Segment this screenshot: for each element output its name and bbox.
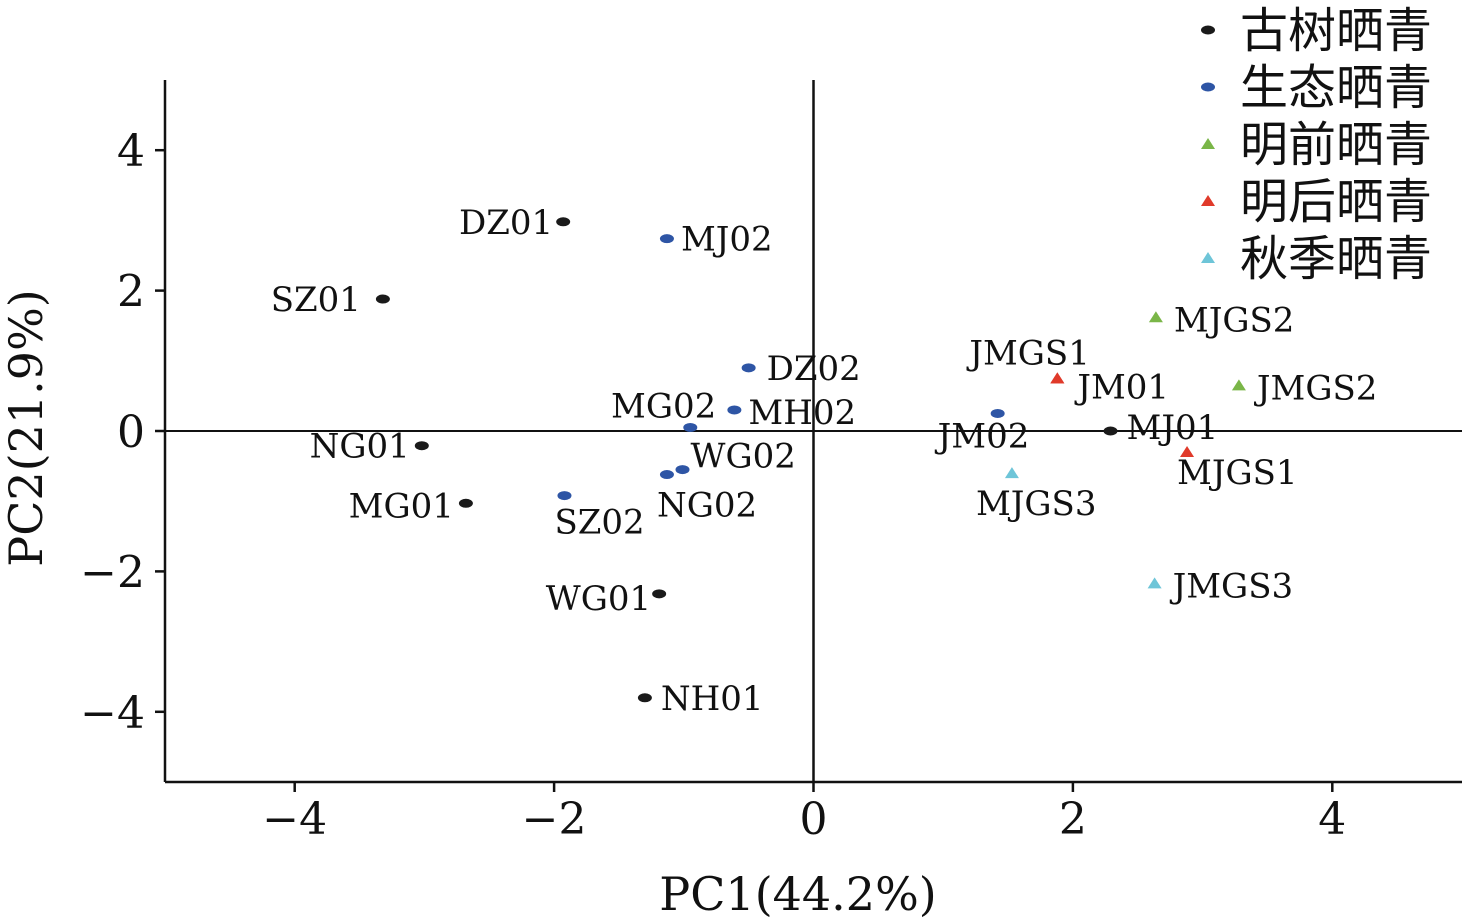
legend-marker (1201, 82, 1215, 92)
point-label: DZ02 (767, 349, 861, 389)
point-label: WG02 (691, 437, 796, 477)
data-point (990, 408, 1005, 418)
x-tick-label: 2 (1059, 794, 1087, 845)
legend-label: 古树晒青 (1240, 3, 1432, 59)
x-tick-label: −4 (262, 794, 327, 845)
data-point (1231, 379, 1246, 391)
data-point (675, 465, 690, 475)
data-point (659, 470, 674, 480)
point-label: NH01 (661, 679, 764, 719)
y-axis-title: PC2(21.9%) (0, 289, 53, 566)
data-points (375, 217, 1246, 703)
point-label: NG01 (310, 427, 410, 467)
legend-marker (1201, 252, 1215, 263)
legend-marker (1201, 25, 1215, 35)
point-label: MJ02 (681, 220, 773, 260)
point-label: MJ01 (1127, 408, 1219, 448)
point-label: MJGS3 (976, 484, 1097, 524)
axes: −4 −2 0 2 4 −4 −2 0 2 4 (80, 80, 1462, 845)
x-tick-label: 4 (1318, 794, 1346, 845)
legend-marker (1201, 195, 1215, 206)
point-label: DZ01 (459, 203, 553, 243)
data-point (659, 234, 674, 244)
point-label: WG01 (546, 579, 651, 619)
data-point (557, 491, 572, 501)
point-label: MG01 (349, 486, 454, 526)
point-label: SZ02 (554, 503, 644, 543)
y-tick-label: −2 (80, 547, 145, 598)
point-label: MG02 (611, 386, 716, 426)
data-point (683, 422, 698, 432)
legend-label: 生态晒青 (1240, 60, 1432, 116)
data-point (556, 217, 571, 227)
x-axis-title: PC1(44.2%) (659, 867, 936, 921)
legend-label: 明前晒青 (1240, 117, 1432, 173)
point-label: JMGS2 (1254, 368, 1378, 408)
point-label: JM01 (1074, 367, 1169, 407)
point-label: JM02 (935, 416, 1030, 456)
y-tick-label: 4 (117, 126, 145, 177)
y-tick-label: −4 (80, 688, 145, 739)
data-point (458, 498, 473, 508)
point-label: MJGS1 (1177, 453, 1298, 493)
data-point (1180, 446, 1195, 458)
data-point (1148, 311, 1163, 323)
point-label: MH02 (748, 393, 856, 433)
legend-marker (1201, 138, 1215, 149)
data-point (727, 405, 742, 415)
data-point (1103, 426, 1118, 436)
data-point (637, 693, 652, 703)
data-point (1147, 577, 1162, 589)
data-point (1050, 372, 1065, 384)
point-label: NG02 (657, 486, 757, 526)
point-label: SZ01 (271, 280, 361, 320)
data-point (414, 441, 429, 451)
y-tick-label: 2 (117, 267, 145, 318)
data-point (375, 294, 390, 304)
data-point (652, 589, 667, 599)
point-label: MJGS2 (1174, 300, 1295, 340)
data-point (741, 363, 756, 373)
data-point (1004, 467, 1019, 479)
legend-label: 秋季晒青 (1240, 231, 1432, 287)
point-label: JMGS3 (1170, 566, 1294, 606)
point-labels: DZ01 SZ01 NG01 MG01 WG01 NH01 MJ01 MJ02 DZ02MH02… (271, 203, 1378, 719)
legend-label: 明后晒青 (1240, 174, 1432, 230)
x-tick-label: 0 (800, 794, 828, 845)
x-tick-label: −2 (522, 794, 587, 845)
point-label: JMGS1 (966, 333, 1090, 373)
y-tick-label: 0 (117, 407, 145, 458)
